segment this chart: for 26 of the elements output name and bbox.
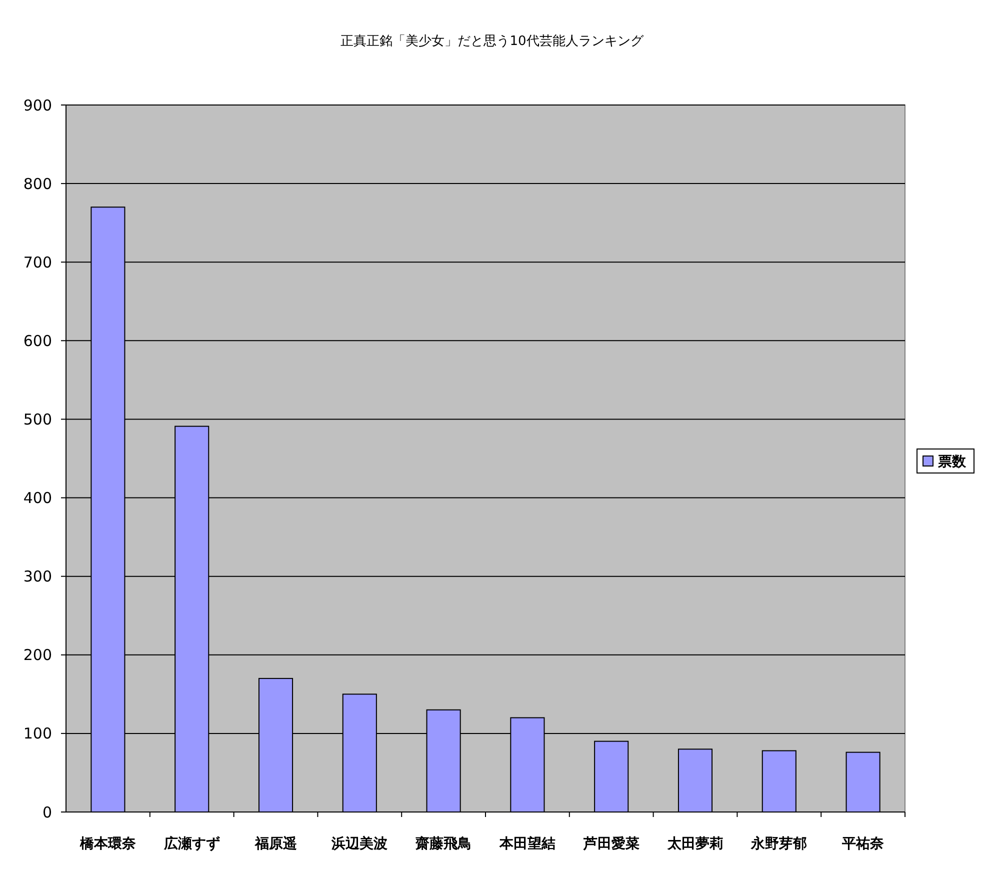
bar [762, 750, 796, 812]
x-tick-label: 橋本環奈 [78, 836, 137, 852]
x-tick-label: 齋藤飛鳥 [414, 835, 472, 852]
x-tick-label: 広瀬すず [162, 835, 220, 852]
y-tick-label: 700 [23, 253, 52, 272]
legend-label: 票数 [937, 454, 967, 470]
x-tick-label: 太田夢莉 [666, 836, 724, 852]
x-tick-label: 浜辺美波 [330, 835, 388, 852]
y-tick-label: 900 [23, 96, 52, 114]
y-tick-label: 400 [23, 489, 52, 508]
x-tick-label: 芦田愛菜 [582, 836, 640, 852]
bar [678, 748, 713, 812]
bar [846, 752, 880, 812]
y-tick-label: 200 [23, 646, 52, 664]
x-tick-label: 福原遥 [254, 835, 297, 852]
x-tick-label: 永野芽郁 [750, 835, 808, 852]
x-tick-label: 本田望結 [498, 835, 556, 852]
y-tick-label: 500 [23, 410, 52, 428]
chart-title: 正真正銘「美少女」だと思う10代芸能人ランキング [340, 33, 644, 49]
y-tick-label: 300 [23, 568, 52, 586]
y-tick-label: 100 [23, 724, 52, 743]
x-tick-label: 平祐奈 [841, 836, 886, 852]
bar [594, 740, 629, 812]
y-tick-label: 800 [23, 174, 52, 193]
y-tick-label: 0 [42, 803, 52, 822]
y-tick-label: 600 [23, 332, 52, 350]
